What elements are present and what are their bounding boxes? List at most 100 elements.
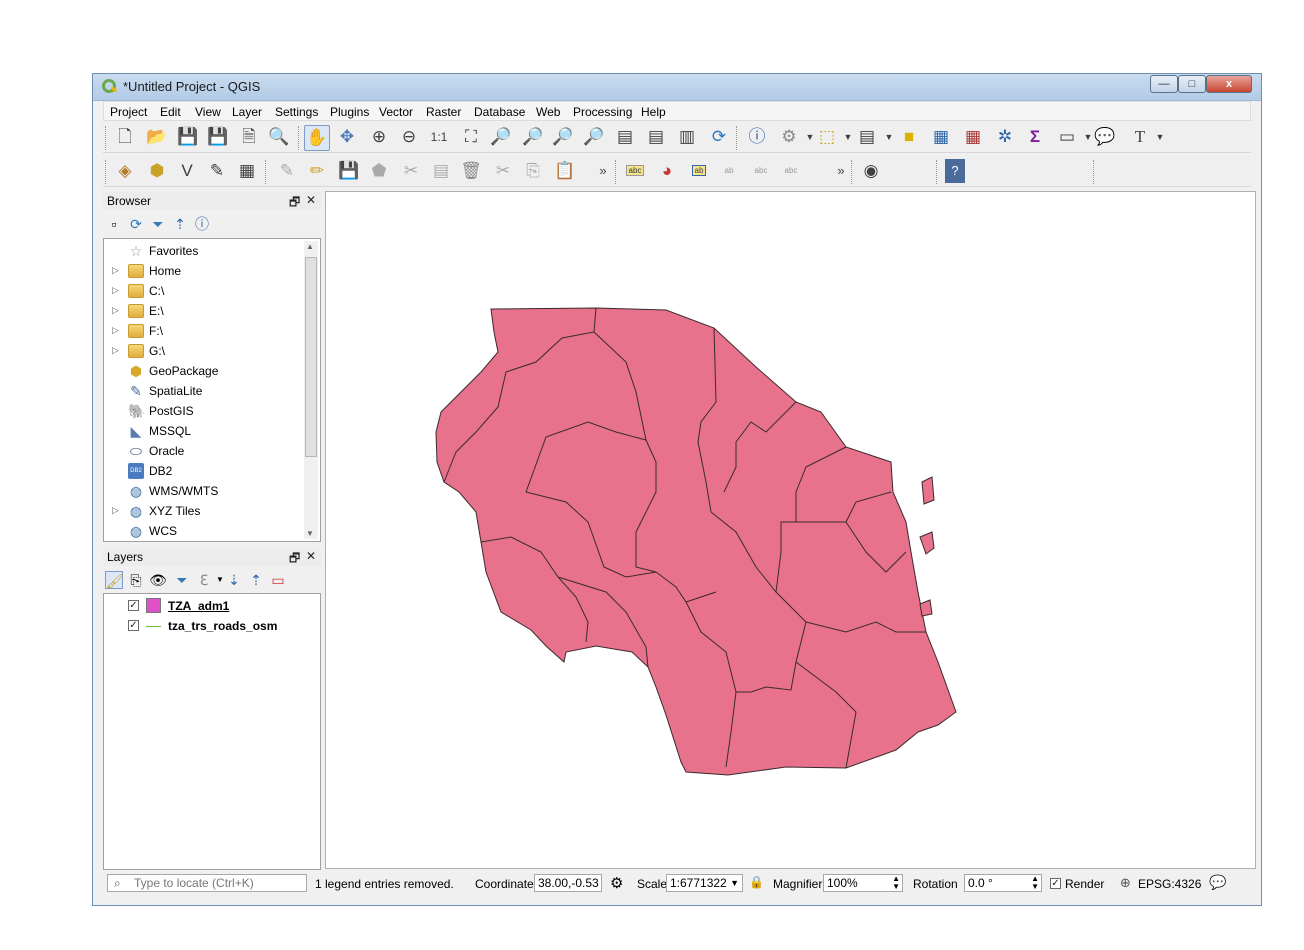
text-annotation-icon[interactable]: T	[1134, 127, 1146, 146]
chevron-down-icon[interactable]: ▼	[884, 132, 894, 142]
filter-expression-icon[interactable]: ℇ	[199, 572, 209, 588]
expand-arrow-icon[interactable]: ▷	[112, 505, 119, 515]
render-checkbox[interactable]: ✓	[1050, 878, 1061, 889]
modify-attributes-icon[interactable]: ▤	[432, 161, 450, 180]
rotation-field[interactable]: 0.0 ° ▲ ▼	[964, 874, 1042, 892]
messages-icon[interactable]: 💬	[1209, 874, 1227, 890]
paste-features-icon[interactable]: 📋	[554, 161, 576, 180]
locator-input[interactable]: ⌕ Type to locate (Ctrl+K)	[107, 874, 307, 892]
current-edits-icon[interactable]: ✎	[279, 161, 295, 180]
chevron-down-icon[interactable]: ▼	[216, 575, 224, 584]
chevron-down-icon[interactable]: ▼	[1155, 132, 1165, 142]
browser-item[interactable]: ▷ E:\	[108, 301, 298, 321]
layout-manager-icon[interactable]: 🔍	[268, 127, 290, 146]
browser-item[interactable]: ◍ WCS	[108, 521, 298, 541]
expand-arrow-icon[interactable]: ▷	[112, 345, 119, 355]
zoom-selection-icon[interactable]: 🔎	[490, 127, 512, 146]
map-canvas[interactable]	[325, 191, 1256, 869]
scroll-thumb[interactable]	[305, 257, 317, 457]
menu-plugins[interactable]: Plugins	[330, 105, 370, 119]
save-edits-icon[interactable]: 💾	[338, 161, 360, 180]
menu-web[interactable]: Web	[536, 105, 561, 119]
attribute-table-icon[interactable]: ▦	[932, 127, 950, 146]
pemba-island[interactable]	[921, 476, 935, 505]
browser-scrollbar[interactable]: ▲ ▼	[304, 241, 318, 539]
data-source-manager-icon[interactable]: ◈	[118, 161, 132, 180]
float-panel-icon[interactable]: 🗗	[289, 195, 301, 209]
zoom-native-icon[interactable]: 1:1	[430, 130, 448, 144]
add-feature-icon[interactable]: ⬟	[371, 161, 387, 180]
close-panel-icon[interactable]: ✕	[306, 193, 317, 207]
zoom-last-icon[interactable]: 🔎	[552, 127, 574, 146]
new-shapefile-layer-icon[interactable]: V	[181, 161, 193, 180]
new-temporary-layer-icon[interactable]: ▦	[238, 161, 256, 180]
delete-selected-icon[interactable]: 🗑	[460, 161, 482, 180]
new-print-layout-icon[interactable]: 🗎	[242, 127, 256, 146]
layer-visibility-checkbox[interactable]: ✓	[128, 620, 139, 631]
zanzibar-island[interactable]	[919, 531, 935, 555]
browser-item[interactable]: DB2 DB2	[108, 461, 298, 481]
menu-processing[interactable]: Processing	[573, 105, 633, 119]
float-panel-icon[interactable]: 🗗	[289, 551, 301, 565]
menu-layer[interactable]: Layer	[232, 105, 263, 119]
collapse-all-icon[interactable]: ⇡	[174, 216, 186, 232]
scale-field[interactable]: 1:6771322 ▼	[666, 874, 743, 892]
move-label-icon[interactable]: abc	[754, 166, 768, 175]
new-bookmark-icon[interactable]: ▤	[616, 127, 634, 146]
chevron-down-icon[interactable]: ▼	[843, 132, 853, 142]
rotate-label-icon[interactable]: abc	[784, 166, 798, 175]
browser-item[interactable]: ⬢ GeoPackage	[108, 361, 298, 381]
coordinate-field[interactable]: 38.00,-0.53	[534, 874, 602, 892]
expand-arrow-icon[interactable]: ▷	[112, 285, 119, 295]
toolbar-overflow-icon[interactable]: »	[837, 163, 845, 178]
mafia-island[interactable]	[919, 599, 933, 617]
toolbar-overflow-icon[interactable]: »	[599, 163, 607, 178]
crs-status[interactable]: EPSG:4326	[1138, 877, 1202, 891]
save-as-icon[interactable]: 💾	[207, 127, 229, 146]
browser-item[interactable]: ✎ SpatiaLite	[108, 381, 298, 401]
chevron-down-icon[interactable]: ▼	[730, 878, 739, 888]
menu-vector[interactable]: Vector	[379, 105, 414, 119]
vertex-tool-icon[interactable]: ✂	[403, 161, 419, 180]
cut-features-icon[interactable]: ✂	[495, 161, 511, 180]
layer-item[interactable]: ✓ tza_trs_roads_osm	[108, 616, 298, 636]
map-tips-icon[interactable]: 💬	[1094, 127, 1116, 146]
maximize-button[interactable]: □	[1178, 75, 1206, 93]
close-panel-icon[interactable]: ✕	[306, 549, 317, 563]
pan-map-icon[interactable]: ✋	[304, 125, 330, 151]
show-bookmarks-icon[interactable]: ▤	[647, 127, 665, 146]
expand-arrow-icon[interactable]: ▷	[112, 325, 119, 335]
layer-item[interactable]: ✓ TZA_adm1	[108, 596, 298, 616]
pan-to-selection-icon[interactable]: ✥	[339, 127, 355, 146]
browser-item[interactable]: ▷ G:\	[108, 341, 298, 361]
save-project-icon[interactable]: 💾	[177, 127, 199, 146]
menu-project[interactable]: Project	[110, 105, 148, 119]
chevron-down-icon[interactable]: ▼	[1083, 132, 1093, 142]
zoom-in-icon[interactable]: ⊕	[371, 127, 387, 146]
browser-item[interactable]: 🐘 PostGIS	[108, 401, 298, 421]
zoom-full-icon[interactable]: ⛶	[465, 127, 477, 146]
browser-item[interactable]: ▷ Home	[108, 261, 298, 281]
spinner-icon[interactable]: ▲ ▼	[892, 874, 900, 891]
menu-help[interactable]: Help	[641, 105, 666, 119]
layer-labeling-icon[interactable]: abc	[623, 159, 647, 183]
collapse-all-icon[interactable]: ⇡	[250, 572, 262, 588]
remove-layer-icon[interactable]: ▭	[271, 572, 285, 588]
show-hide-labels-icon[interactable]: ab	[724, 166, 734, 175]
filter-legend-icon[interactable]: ⏷	[176, 572, 188, 588]
browser-item[interactable]: ▷ F:\	[108, 321, 298, 341]
select-features-icon[interactable]: ⬚	[818, 127, 836, 146]
deselect-icon[interactable]: ■	[903, 127, 915, 146]
open-project-icon[interactable]: 📂	[146, 127, 168, 146]
filter-icon[interactable]: ⏷	[152, 216, 164, 232]
browser-item[interactable]: ◍ WMS/WMTS	[108, 481, 298, 501]
new-geopackage-layer-icon[interactable]: ⬢	[149, 161, 165, 180]
select-by-value-icon[interactable]: ▤	[858, 127, 876, 146]
lock-scale-icon[interactable]: 🔒	[749, 875, 764, 889]
tanzania-polygon[interactable]	[435, 307, 957, 776]
minimize-button[interactable]: —	[1150, 75, 1178, 93]
info-icon[interactable]: ⓘ	[195, 216, 209, 232]
menu-raster[interactable]: Raster	[426, 105, 462, 119]
toggle-editing-icon[interactable]: ✏	[309, 161, 325, 180]
menu-database[interactable]: Database	[474, 105, 526, 119]
